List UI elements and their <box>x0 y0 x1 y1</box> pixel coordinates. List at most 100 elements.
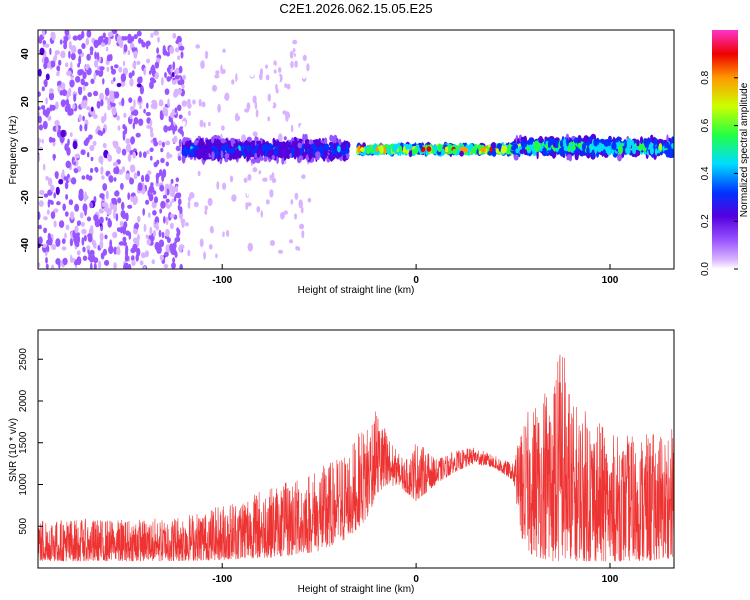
spectrogram-cell <box>137 215 141 223</box>
spectrogram-cell <box>133 49 138 59</box>
spectrogram-cell <box>171 198 175 203</box>
colorbar-tick-label: 0.2 <box>700 214 711 228</box>
spectrogram-cell <box>72 140 78 150</box>
spectrogram-cell <box>104 87 110 97</box>
spectrogram-cell <box>251 55 255 61</box>
spectrogram-cell <box>187 110 191 116</box>
spectrogram-cell <box>230 99 235 108</box>
spectrogram-cell <box>292 115 296 120</box>
spectrogram-cell <box>78 188 84 198</box>
spectrogram-cell <box>131 111 136 116</box>
spectrogram-cell <box>127 204 133 209</box>
spectrogram-cell <box>92 257 99 264</box>
spectrogram-cell <box>180 51 184 59</box>
colorbar-tick-label: 0.4 <box>700 166 711 180</box>
spectrogram-cell <box>89 144 95 152</box>
spectrogram-cell <box>106 54 112 62</box>
spectrogram-cell <box>591 149 595 159</box>
spectrogram-cell <box>323 137 328 145</box>
spectrogram-cell <box>248 115 253 120</box>
spectrogram-cell <box>159 208 163 214</box>
spectrogram-cell <box>179 263 183 269</box>
spectrogram-cell <box>298 183 303 192</box>
spectrogram-cell <box>294 60 298 68</box>
spectrogram-cell <box>143 223 147 232</box>
spectrogram-cell <box>337 145 341 153</box>
spectrogram-cell <box>459 150 464 157</box>
spectrogram-cell <box>254 153 258 159</box>
spectrogram-cell <box>666 134 669 142</box>
spectrogram-cell <box>137 76 142 84</box>
spectrogram-cell <box>150 32 154 38</box>
spectrogram-cell <box>113 262 117 269</box>
spectrogram-cell <box>235 148 240 154</box>
spectrogram-cell <box>136 83 142 88</box>
spectrogram-cell <box>249 40 255 45</box>
spectrogram-cell <box>51 137 56 143</box>
spectrogram-cell <box>50 184 55 192</box>
spectrogram-cell <box>222 48 226 53</box>
spectrogram-cell <box>74 225 79 234</box>
spectrogram-cell <box>42 109 47 116</box>
spectrogram-cell <box>136 60 141 65</box>
spectrogram-cell <box>83 234 87 242</box>
spectrogram-cell <box>260 210 263 218</box>
spectrogram-cell <box>124 254 129 262</box>
spectrogram-cell <box>87 234 93 243</box>
snr-ytick-label: 1500 <box>18 431 29 454</box>
spectrogram-cell <box>162 168 167 178</box>
spectrogram-cell <box>301 100 306 106</box>
spectrogram-cell <box>249 97 254 104</box>
spectrogram-cell <box>153 30 159 36</box>
spectrogram-cell <box>301 174 306 179</box>
spectrogram-cell <box>247 152 251 157</box>
spectrogram-cell <box>192 183 197 192</box>
spectrogram-cell <box>133 172 138 180</box>
spectrogram-cell <box>175 47 180 53</box>
spectrogram-cell <box>258 101 263 110</box>
spectrogram-cell <box>54 171 59 179</box>
spectrogram-cell <box>45 263 49 269</box>
spectrogram-cell <box>107 98 110 106</box>
spectrogram-cell <box>158 100 164 107</box>
spectrogram-cell <box>300 206 304 214</box>
spectrogram-cell <box>150 103 155 109</box>
spectrogram-xlabel: Height of straight line (km) <box>298 285 415 296</box>
spectrogram-cell <box>60 129 66 138</box>
spectrogram-cell <box>154 61 160 69</box>
spectrogram-cell <box>68 50 71 59</box>
spectrogram-cell <box>598 142 603 149</box>
spectrogram-cell <box>654 148 658 156</box>
spectrogram-cell <box>207 176 213 184</box>
spectrogram-cell <box>199 238 204 248</box>
spectrogram-cell <box>98 155 104 164</box>
spectrogram-cell <box>166 188 170 196</box>
spectrogram-cell <box>254 101 258 110</box>
spectrogram-cell <box>330 143 334 151</box>
spectrogram-cell <box>142 208 145 216</box>
spectrogram-cell <box>50 60 56 68</box>
spectrogram-cell <box>131 255 135 262</box>
spectrogram-cell <box>267 112 272 117</box>
spectrogram-cell <box>274 110 279 119</box>
spectrogram-cell <box>125 230 130 236</box>
spectrogram-cell <box>329 134 333 142</box>
spectrogram-cell <box>55 258 61 265</box>
spectrogram-cell <box>96 52 100 61</box>
spectrogram-cell <box>291 168 295 174</box>
spectrogram-cell <box>132 243 138 251</box>
spectrogram-cell <box>261 144 265 152</box>
spectrogram-cell <box>73 161 76 166</box>
spectrogram-cell <box>167 153 173 158</box>
spectrogram-cell <box>302 74 306 80</box>
spectrogram-cell <box>283 210 288 215</box>
spectrogram-cell <box>247 174 252 181</box>
spectrogram-cell <box>582 138 586 143</box>
spectrogram-cell <box>76 256 82 266</box>
spectrogram-cell <box>253 60 258 67</box>
spectrogram-cell <box>102 78 105 85</box>
spectrogram-cell <box>441 148 445 156</box>
spectrogram-cell <box>307 121 312 126</box>
spectrogram-cell <box>70 177 77 185</box>
spectrogram-cell <box>470 148 474 154</box>
